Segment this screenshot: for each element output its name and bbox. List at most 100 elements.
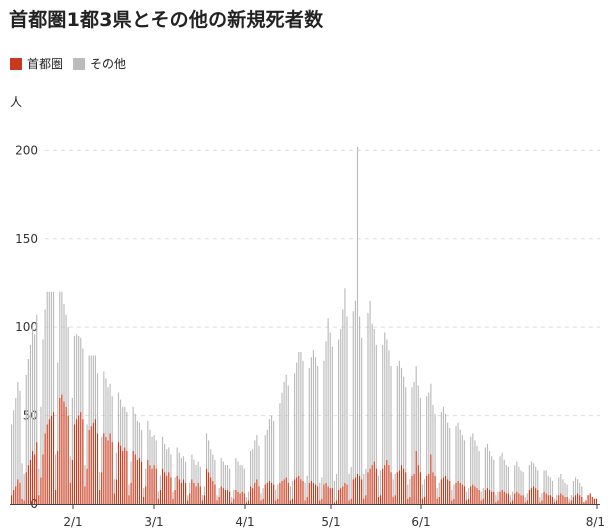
bar-capital: [111, 442, 113, 504]
bar-capital: [539, 502, 541, 504]
bar-capital: [593, 498, 595, 504]
bar-capital: [185, 482, 187, 504]
bar-capital: [518, 493, 520, 504]
bar-other: [15, 397, 17, 487]
bar-other: [164, 443, 166, 473]
bar-capital: [585, 500, 587, 504]
bar-other: [13, 410, 15, 490]
bar-other: [354, 300, 356, 478]
bar-other: [157, 491, 159, 499]
bar-other: [34, 334, 36, 455]
bar-capital: [480, 500, 482, 504]
bar-other: [105, 378, 107, 437]
bar-other: [574, 477, 577, 496]
bar-other: [84, 465, 86, 487]
bar-capital: [103, 433, 105, 504]
bar-other: [260, 493, 262, 501]
bar-capital: [210, 477, 212, 504]
bar-other: [369, 300, 371, 469]
bar-capital: [400, 465, 403, 504]
bar-other: [507, 466, 510, 494]
bar-other: [229, 468, 231, 492]
bar-other: [291, 481, 294, 499]
bar-capital: [472, 484, 474, 504]
bar-other: [476, 445, 478, 489]
bar-capital: [130, 482, 132, 504]
bar-capital: [549, 495, 551, 504]
bar-capital: [233, 498, 235, 504]
bar-other: [455, 426, 457, 483]
bar-other: [539, 496, 541, 503]
bar-capital: [562, 495, 564, 504]
bar-capital: [115, 479, 117, 504]
bar-capital: [453, 498, 455, 504]
bar-capital: [88, 429, 90, 504]
bar-other: [512, 491, 514, 501]
bar-capital: [296, 477, 298, 504]
bar-capital: [191, 479, 193, 504]
bar-capital: [124, 447, 126, 504]
bar-capital: [226, 489, 229, 504]
bar-other: [63, 304, 65, 402]
bar-capital: [59, 397, 61, 504]
bar-capital: [287, 482, 289, 504]
bar-other: [203, 486, 206, 496]
bar-other: [323, 360, 325, 485]
bar-capital: [157, 498, 159, 504]
bar-capital: [78, 415, 80, 504]
bar-other: [147, 420, 149, 460]
bar-capital: [19, 482, 21, 504]
bar-other: [551, 481, 554, 497]
bar-other: [581, 486, 583, 497]
bar-other: [472, 433, 474, 485]
bar-other: [111, 396, 113, 443]
legend-swatch-other: [73, 57, 86, 70]
bar-capital: [566, 496, 568, 504]
bar-other: [493, 459, 495, 492]
bar-other: [436, 488, 438, 499]
bar-capital: [155, 468, 157, 504]
bar-capital: [220, 486, 222, 504]
bar-capital: [147, 459, 149, 504]
bar-capital: [25, 472, 27, 504]
bar-capital: [249, 486, 252, 504]
bar-capital: [493, 491, 495, 504]
bar-capital: [29, 459, 32, 504]
bar-other: [463, 440, 465, 487]
bar-other: [400, 367, 403, 466]
bar-capital: [235, 489, 237, 504]
bar-capital: [392, 496, 394, 504]
bar-other: [553, 498, 556, 503]
bar-capital: [514, 493, 516, 504]
legend-item-capital[interactable]: 首都圏: [10, 55, 63, 72]
bar-capital: [52, 412, 55, 504]
bar-capital: [340, 488, 342, 504]
bar-other: [310, 357, 312, 482]
bar-capital: [438, 496, 440, 504]
legend-label-capital: 首都圏: [27, 57, 64, 71]
bar-other: [308, 367, 310, 483]
bar-other: [155, 440, 157, 469]
bar-capital: [304, 500, 306, 504]
bar-other: [530, 461, 533, 489]
bar-capital: [556, 500, 558, 504]
bar-other: [168, 447, 170, 473]
bar-other: [187, 495, 189, 501]
bar-capital: [222, 488, 224, 504]
bar-other: [461, 435, 463, 485]
bar-capital: [390, 472, 392, 504]
bar-capital: [216, 500, 218, 504]
bar-other: [78, 336, 80, 416]
legend-item-other[interactable]: その他: [73, 55, 126, 72]
bar-other: [233, 489, 235, 499]
bar-other: [117, 392, 120, 443]
bar-capital: [50, 415, 52, 504]
bar-other: [382, 344, 384, 469]
bar-capital: [117, 442, 120, 504]
bar-capital: [256, 479, 258, 504]
bar-other: [499, 456, 501, 492]
bar-other: [379, 470, 382, 496]
bar-other: [371, 323, 373, 466]
bar-capital: [69, 482, 71, 504]
bar-other: [478, 450, 480, 490]
